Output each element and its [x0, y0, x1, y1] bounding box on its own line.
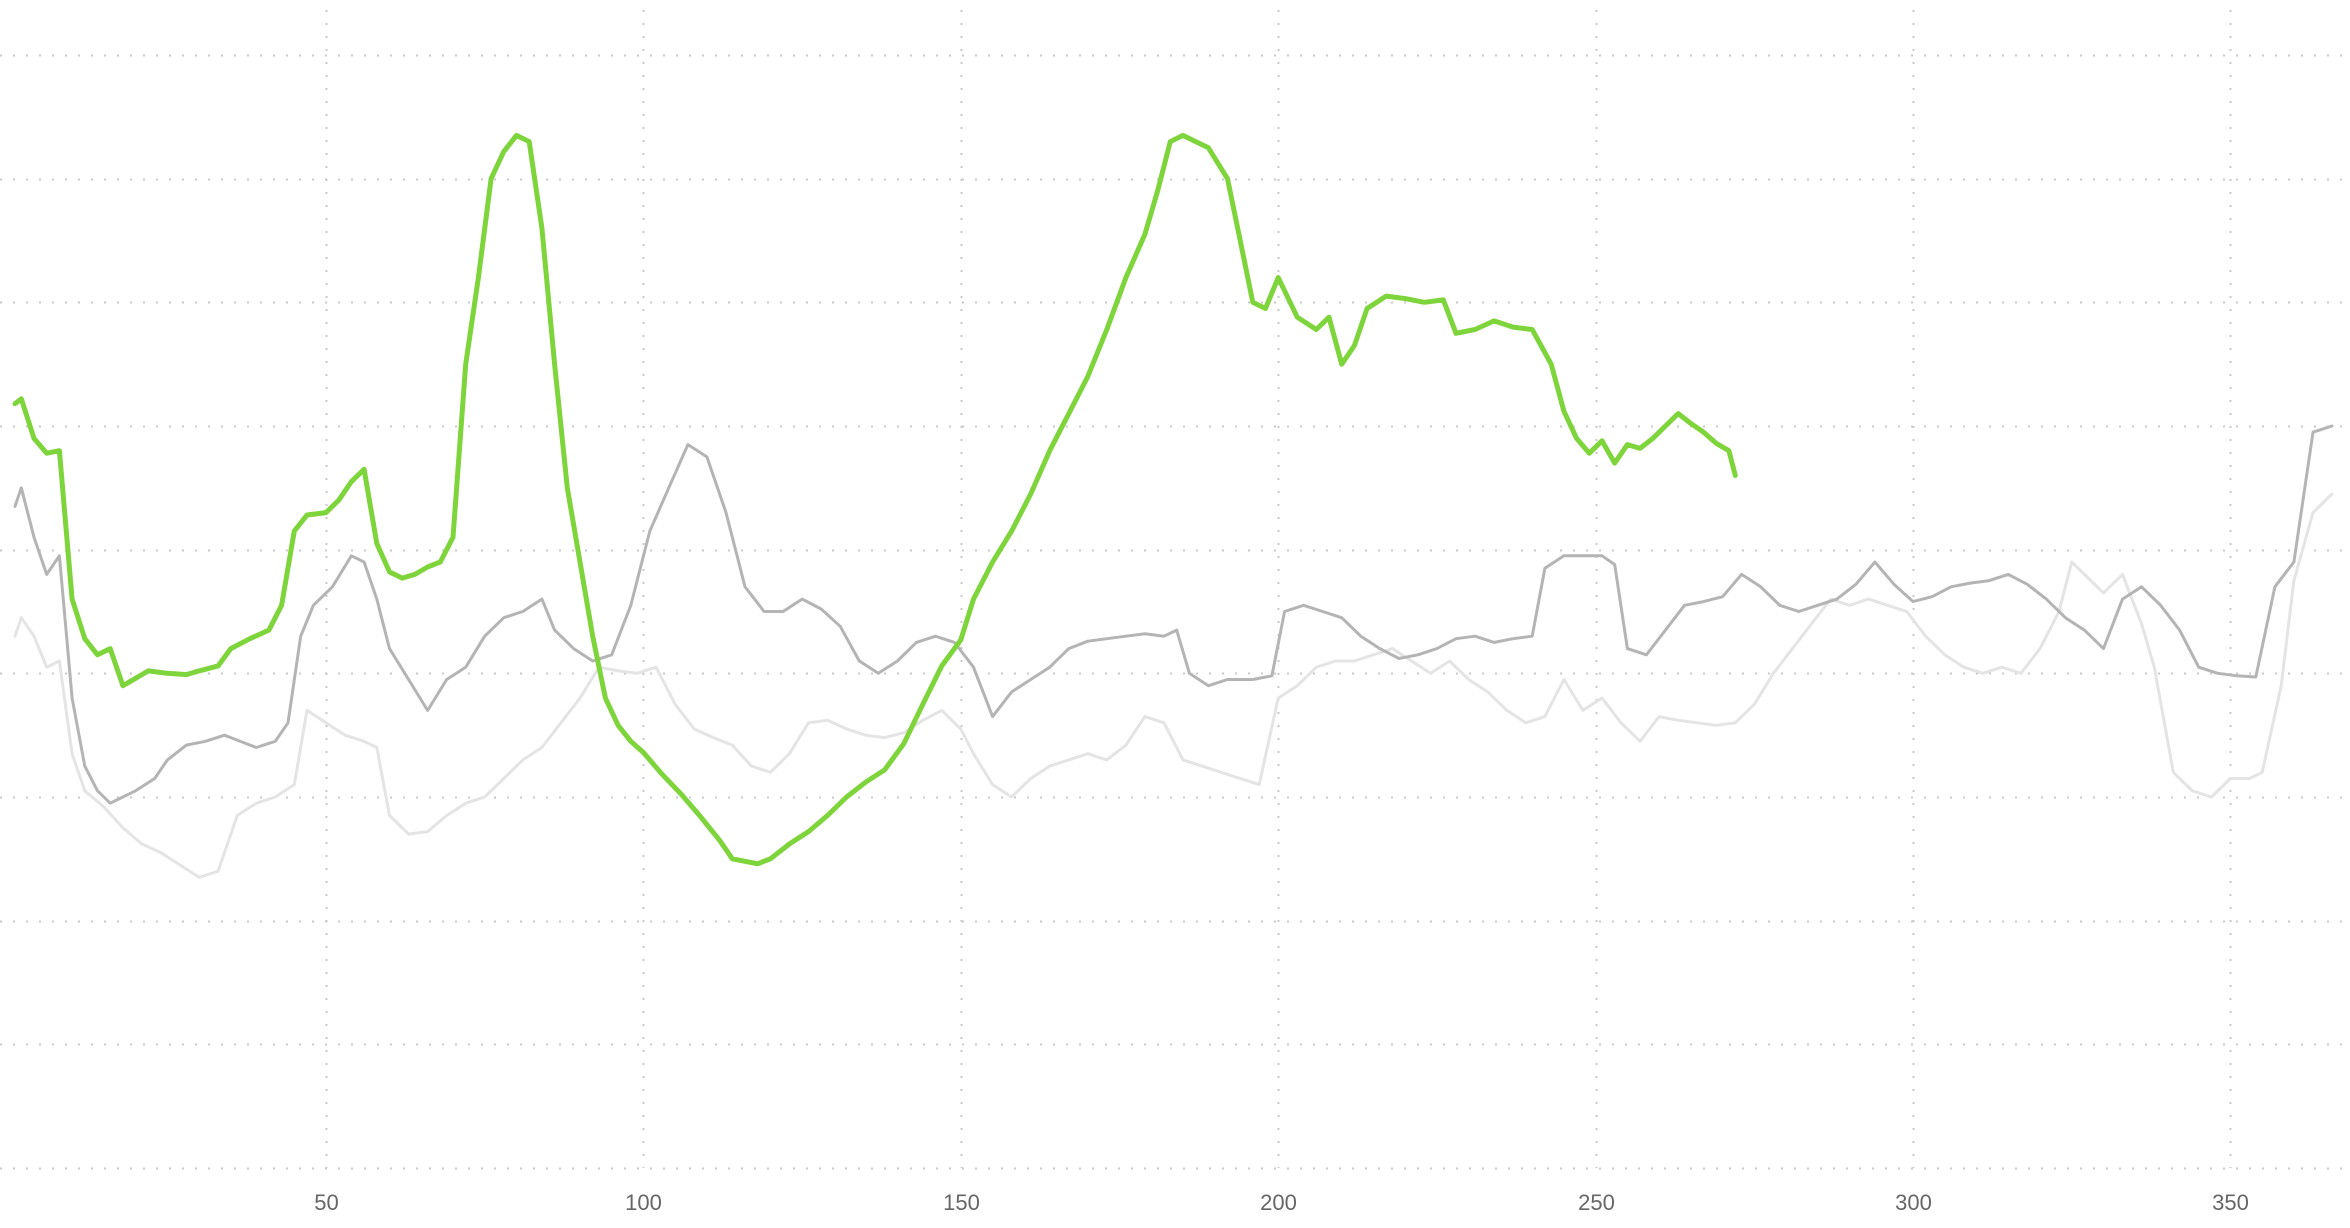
x-tick-label: 100	[625, 1190, 662, 1215]
x-tick-label: 300	[1895, 1190, 1932, 1215]
x-tick-label: 50	[314, 1190, 338, 1215]
series-line-older	[13, 492, 2334, 879]
series-line-previous	[13, 424, 2334, 805]
x-tick-label: 250	[1578, 1190, 1615, 1215]
grid-layer	[0, 10, 2350, 1170]
series-layer	[12, 132, 2334, 879]
x-axis-ticks: 50 100 150 200 250 300 350	[314, 1190, 2249, 1215]
x-tick-label: 350	[2212, 1190, 2249, 1215]
x-tick-label: 200	[1260, 1190, 1297, 1215]
x-tick-label: 150	[943, 1190, 980, 1215]
series-line-current	[12, 132, 1738, 867]
